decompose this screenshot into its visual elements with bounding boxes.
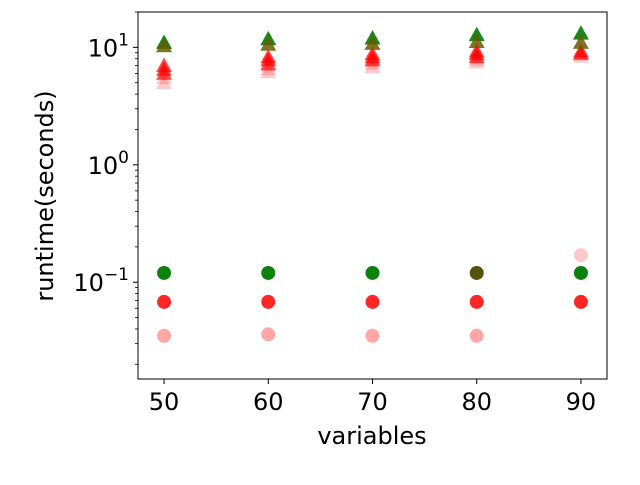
data-point-triangle bbox=[260, 63, 277, 79]
data-point-triangle bbox=[260, 48, 277, 64]
data-point-circle bbox=[157, 265, 172, 280]
data-point-circle bbox=[157, 328, 172, 343]
y-tick-label: 101 bbox=[88, 30, 129, 62]
data-point-circle bbox=[261, 265, 276, 280]
data-marks bbox=[156, 25, 589, 343]
data-point-triangle bbox=[468, 43, 485, 58]
y-axis-ticks: 10−1 100 101 bbox=[73, 11, 138, 365]
data-point-triangle bbox=[364, 35, 381, 50]
data-point-circle bbox=[573, 265, 588, 280]
x-tick-label: 60 bbox=[253, 388, 284, 416]
data-point-circle bbox=[469, 294, 484, 309]
x-tick-label: 90 bbox=[566, 388, 597, 416]
data-point-triangle bbox=[572, 43, 589, 58]
data-point-circle bbox=[365, 265, 380, 280]
data-point-circle bbox=[573, 294, 588, 309]
data-point-circle bbox=[469, 265, 484, 280]
y-tick-label: 10−1 bbox=[73, 265, 129, 297]
data-point-triangle bbox=[260, 36, 277, 51]
data-point-circle bbox=[261, 294, 276, 309]
x-axis-label: variables bbox=[317, 422, 426, 450]
data-point-triangle bbox=[156, 57, 173, 72]
data-point-triangle bbox=[572, 25, 589, 40]
data-point-circle bbox=[573, 248, 588, 263]
x-tick-label: 80 bbox=[461, 388, 492, 416]
data-point-circle bbox=[365, 294, 380, 309]
data-point-circle bbox=[261, 327, 276, 342]
data-point-circle bbox=[365, 328, 380, 343]
x-tick-label: 70 bbox=[357, 388, 388, 416]
data-point-triangle bbox=[156, 74, 173, 90]
data-point-triangle bbox=[572, 34, 589, 49]
y-axis-label: runtime(seconds) bbox=[31, 90, 59, 301]
data-point-circle bbox=[157, 294, 172, 309]
data-point-triangle bbox=[468, 33, 485, 48]
x-tick-label: 50 bbox=[149, 388, 180, 416]
data-point-triangle bbox=[156, 37, 173, 53]
data-point-triangle bbox=[364, 45, 381, 61]
y-tick-label: 100 bbox=[88, 148, 129, 180]
x-axis-ticks: 50 60 70 80 90 bbox=[149, 379, 596, 416]
data-point-circle bbox=[469, 328, 484, 343]
